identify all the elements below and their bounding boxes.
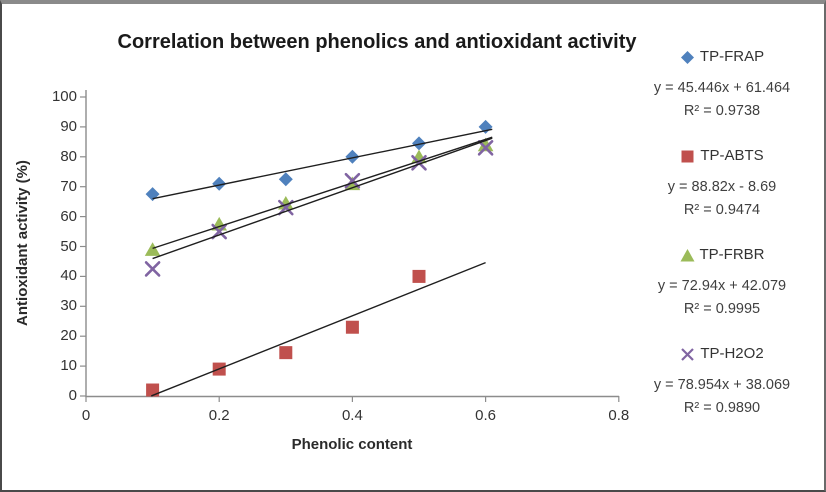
x-tick-label: 0.4 — [341, 407, 363, 424]
legend-name-row: TP-H2O2 — [624, 341, 820, 367]
x-tick-label: 0 — [81, 407, 91, 424]
trendline-TP-ABTS — [151, 261, 486, 397]
series-marker-TP-ABTS — [412, 269, 426, 283]
trendline-TP-H2O2 — [152, 137, 493, 260]
y-tick-label: 30 — [60, 297, 77, 315]
y-tick-label: 40 — [60, 267, 77, 285]
legend-entry-TP-FRBR: TP-FRBR y = 72.94x + 42.079 R² = 0.9995 — [624, 242, 820, 320]
trendline-TP-FRBR — [152, 136, 493, 250]
legend-series-name: TP-ABTS — [700, 147, 764, 164]
x-tick-label: 0.6 — [475, 407, 497, 424]
legend-entry-TP-H2O2: TP-H2O2 y = 78.954x + 38.069 R² = 0.9890 — [624, 341, 820, 419]
plot-area — [80, 90, 620, 402]
legend: TP-FRAP y = 45.446x + 61.464 R² = 0.9738 TP… — [624, 44, 820, 440]
legend-series-name: TP-H2O2 — [700, 345, 764, 362]
legend-series-name: TP-FRAP — [699, 48, 765, 65]
legend-name-row: TP-ABTS — [624, 143, 820, 169]
legend-equation: y = 88.82x - 8.69 — [667, 179, 777, 195]
series-marker-TP-FRBR — [477, 137, 494, 152]
series-marker-TP-H2O2 — [411, 154, 427, 171]
series-marker-TP-FRAP — [345, 149, 360, 164]
series-marker-TP-H2O2 — [144, 261, 161, 277]
legend-equation: y = 72.94x + 42.079 — [657, 278, 787, 294]
x-tick-label: 0.2 — [208, 407, 230, 424]
series-marker-TP-ABTS — [146, 383, 160, 397]
legend-entry-TP-FRAP: TP-FRAP y = 45.446x + 61.464 R² = 0.9738 — [624, 44, 820, 122]
legend-marker-triangle-icon — [680, 248, 694, 261]
series-marker-TP-FRAP — [145, 187, 160, 202]
legend-r-squared: R² = 0.9738 — [683, 103, 761, 119]
x-tick-label: 0.8 — [608, 407, 630, 424]
series-marker-TP-ABTS — [279, 346, 293, 360]
y-tick-label: 60 — [60, 207, 77, 225]
legend-name-row: TP-FRBR — [624, 242, 820, 268]
x-axis-title: Phenolic content — [291, 436, 413, 453]
axis-lines — [85, 90, 619, 398]
legend-r-squared: R² = 0.9474 — [683, 202, 761, 218]
y-tick-label: 70 — [60, 177, 77, 195]
legend-marker-square-icon — [681, 150, 694, 162]
legend-name-row: TP-FRAP — [624, 44, 820, 70]
legend-series-name: TP-FRBR — [699, 246, 765, 263]
legend-entry-TP-ABTS: TP-ABTS y = 88.82x - 8.69 R² = 0.9474 — [624, 143, 820, 221]
series-marker-TP-FRAP — [212, 176, 227, 191]
series-marker-TP-FRAP — [278, 172, 293, 187]
series-marker-TP-FRBR — [144, 242, 161, 256]
y-tick-label: 0 — [68, 387, 77, 404]
series-marker-TP-FRAP — [412, 136, 426, 151]
legend-equation: y = 78.954x + 38.069 — [653, 377, 791, 393]
legend-marker-x-icon — [681, 347, 695, 361]
chart-title: Correlation between phenolics and antiox… — [117, 31, 637, 53]
trendline-TP-FRAP — [152, 128, 493, 200]
y-tick-label: 100 — [51, 88, 77, 105]
series-marker-TP-H2O2 — [477, 140, 494, 156]
legend-marker-diamond-icon — [680, 50, 694, 64]
legend-equation: y = 45.446x + 61.464 — [653, 80, 791, 96]
series-marker-TP-ABTS — [345, 320, 359, 334]
y-tick-label: 90 — [60, 117, 77, 135]
legend-r-squared: R² = 0.9890 — [683, 400, 761, 416]
y-tick-label: 80 — [60, 147, 77, 165]
legend-r-squared: R² = 0.9995 — [683, 301, 761, 317]
y-tick-label: 20 — [60, 327, 77, 345]
y-tick-label: 50 — [60, 237, 77, 255]
y-tick-label: 10 — [60, 357, 77, 375]
